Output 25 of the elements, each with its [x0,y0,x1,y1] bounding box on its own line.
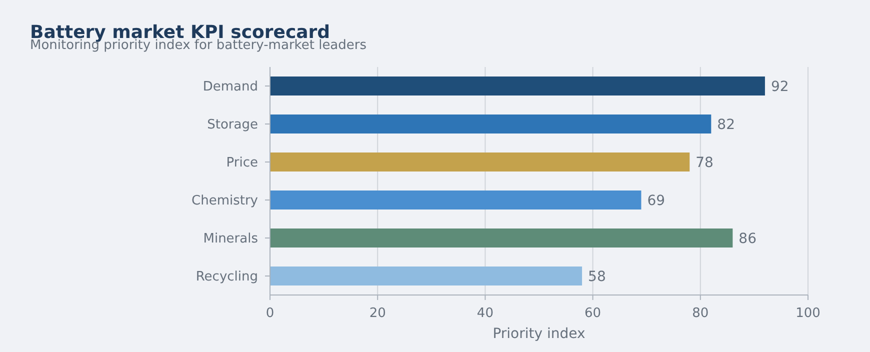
y-tick-label: Price [226,156,258,171]
x-axis-title: Priority index [492,326,586,342]
y-tick-label: Storage [207,118,258,133]
x-tick-label: 0 [266,306,274,321]
data-label: 92 [770,78,789,95]
x-tick-label: 100 [796,306,820,321]
x-tick-label: 60 [584,306,602,321]
bar [270,76,765,96]
bar [270,266,582,286]
y-tick-label: Demand [202,80,258,95]
data-label: 78 [696,154,714,171]
y-tick-label: Chemistry [192,194,258,209]
data-label: 58 [588,268,606,285]
x-tick-label: 20 [369,306,386,321]
bar [270,190,642,210]
y-tick-label: Recycling [196,270,258,285]
data-label: 82 [717,116,735,133]
x-tick-label: 80 [692,306,709,321]
x-tick-label: 40 [476,306,494,321]
data-label: 69 [647,192,666,209]
bar [270,228,733,248]
y-tick-label: Minerals [203,232,258,247]
data-label: 86 [738,230,757,247]
bar [270,114,712,134]
bar [270,152,690,172]
